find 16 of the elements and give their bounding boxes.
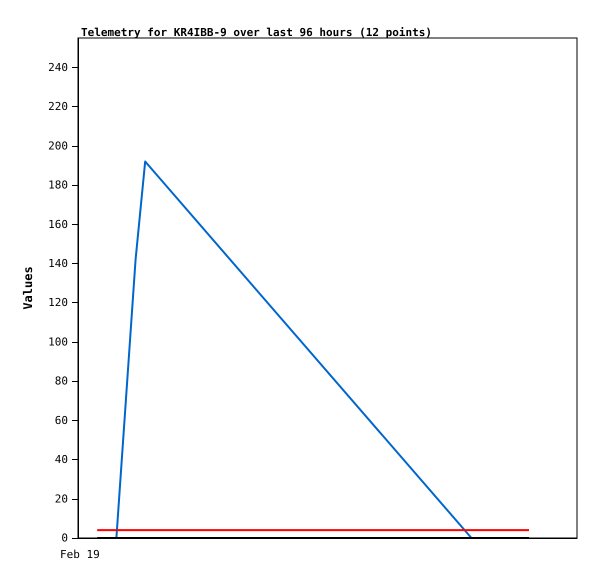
y-tick-label: 100 (48, 335, 68, 348)
y-tick-label: 240 (48, 60, 68, 74)
y-tick-label: 40 (54, 453, 68, 466)
y-tick-label: 140 (48, 256, 68, 270)
y-tick-label: 220 (48, 100, 68, 114)
y-tick-label: 0 (61, 532, 68, 544)
y-tick-label: 200 (48, 139, 68, 152)
y-tick-label: 180 (48, 178, 68, 192)
y-tick-label: 160 (48, 218, 68, 231)
text: Feb 19 (60, 548, 100, 561)
y-tick-label: 20 (54, 492, 68, 506)
y-tick-label: 80 (54, 374, 68, 388)
y-tick-label: 60 (54, 414, 68, 427)
y-axis-title: Values (21, 266, 35, 310)
y-tick-label: 120 (48, 296, 68, 310)
chart-title: Telemetry for KR4IBB-9 over last 96 hours (12 points) (81, 26, 432, 39)
